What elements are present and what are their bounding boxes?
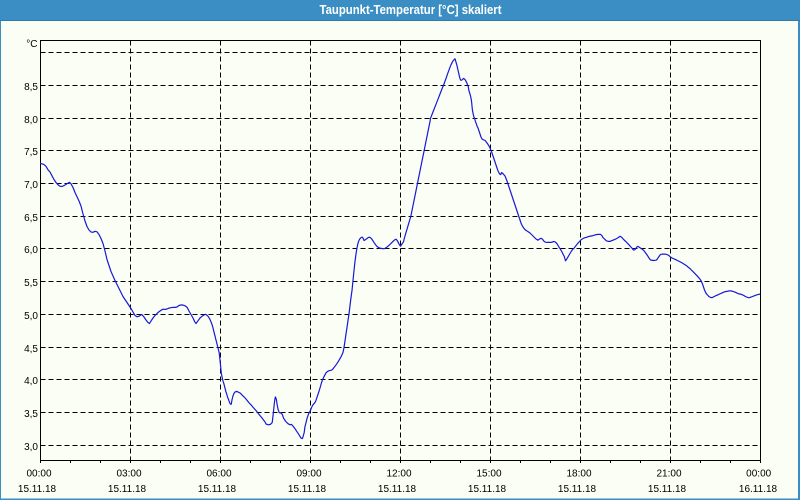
svg-text:21:00: 21:00 (656, 469, 681, 480)
svg-text:°C: °C (26, 39, 37, 50)
svg-text:6,5: 6,5 (24, 213, 38, 224)
svg-text:15.11.18: 15.11.18 (468, 484, 507, 495)
svg-text:15.11.18: 15.11.18 (198, 484, 237, 495)
svg-text:15.11.18: 15.11.18 (378, 484, 417, 495)
svg-text:3,5: 3,5 (24, 409, 38, 420)
svg-text:15.11.18: 15.11.18 (288, 484, 327, 495)
svg-text:8,0: 8,0 (24, 115, 38, 126)
svg-text:15:00: 15:00 (476, 469, 501, 480)
svg-text:15.11.18: 15.11.18 (18, 484, 57, 495)
svg-text:00:00: 00:00 (746, 469, 771, 480)
svg-text:5,0: 5,0 (24, 311, 38, 322)
svg-text:8,5: 8,5 (24, 82, 38, 93)
svg-text:3,0: 3,0 (24, 442, 38, 453)
svg-text:6,0: 6,0 (24, 245, 38, 256)
svg-text:5,5: 5,5 (24, 278, 38, 289)
svg-text:15.11.18: 15.11.18 (648, 484, 687, 495)
svg-text:18:00: 18:00 (566, 469, 591, 480)
svg-text:7,0: 7,0 (24, 180, 38, 191)
svg-text:09:00: 09:00 (296, 469, 321, 480)
svg-text:03:00: 03:00 (116, 469, 141, 480)
svg-text:4,0: 4,0 (24, 376, 38, 387)
svg-text:15.11.18: 15.11.18 (108, 484, 147, 495)
svg-text:16.11.18: 16.11.18 (739, 484, 778, 495)
svg-text:12:00: 12:00 (386, 469, 411, 480)
svg-text:15.11.18: 15.11.18 (558, 484, 597, 495)
svg-text:4,5: 4,5 (24, 344, 38, 355)
svg-text:Taupunkt-Temperatur [°C] skali: Taupunkt-Temperatur [°C] skaliert (320, 2, 503, 17)
svg-text:06:00: 06:00 (206, 469, 231, 480)
svg-text:7,5: 7,5 (24, 147, 38, 158)
svg-text:00:00: 00:00 (26, 469, 51, 480)
